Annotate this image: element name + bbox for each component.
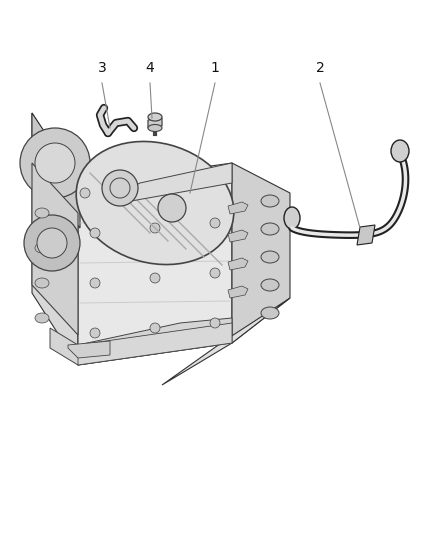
Circle shape <box>90 328 100 338</box>
Ellipse shape <box>148 125 162 132</box>
Text: 1: 1 <box>211 61 219 75</box>
Ellipse shape <box>35 243 49 253</box>
Ellipse shape <box>261 195 279 207</box>
Ellipse shape <box>76 141 234 264</box>
Polygon shape <box>120 163 232 203</box>
Ellipse shape <box>148 113 162 121</box>
Ellipse shape <box>261 279 279 291</box>
Polygon shape <box>32 163 78 335</box>
Text: 4: 4 <box>145 61 154 75</box>
Circle shape <box>210 218 220 228</box>
Circle shape <box>140 183 150 193</box>
Ellipse shape <box>284 207 300 229</box>
Polygon shape <box>162 298 290 385</box>
Circle shape <box>80 188 90 198</box>
Ellipse shape <box>261 223 279 235</box>
Ellipse shape <box>261 251 279 263</box>
Circle shape <box>24 215 80 271</box>
Ellipse shape <box>261 307 279 319</box>
Polygon shape <box>228 286 248 298</box>
Text: 2: 2 <box>316 61 325 75</box>
Circle shape <box>90 228 100 238</box>
Circle shape <box>102 170 138 206</box>
Ellipse shape <box>35 278 49 288</box>
Circle shape <box>158 194 186 222</box>
Circle shape <box>150 273 160 283</box>
Polygon shape <box>32 113 80 228</box>
Polygon shape <box>357 225 375 245</box>
Ellipse shape <box>391 140 409 162</box>
Polygon shape <box>78 163 232 365</box>
Polygon shape <box>232 163 290 343</box>
Circle shape <box>210 318 220 328</box>
Polygon shape <box>32 113 78 365</box>
Polygon shape <box>50 318 232 365</box>
Circle shape <box>35 143 75 183</box>
Ellipse shape <box>35 313 49 323</box>
Polygon shape <box>78 323 232 365</box>
Circle shape <box>90 278 100 288</box>
Polygon shape <box>68 341 110 358</box>
Ellipse shape <box>35 208 49 218</box>
Circle shape <box>210 268 220 278</box>
Text: 3: 3 <box>98 61 106 75</box>
Circle shape <box>37 228 67 258</box>
Polygon shape <box>148 118 162 128</box>
Polygon shape <box>228 258 248 270</box>
Circle shape <box>150 223 160 233</box>
Polygon shape <box>228 230 248 242</box>
Polygon shape <box>228 202 248 214</box>
Circle shape <box>20 128 90 198</box>
Circle shape <box>150 323 160 333</box>
